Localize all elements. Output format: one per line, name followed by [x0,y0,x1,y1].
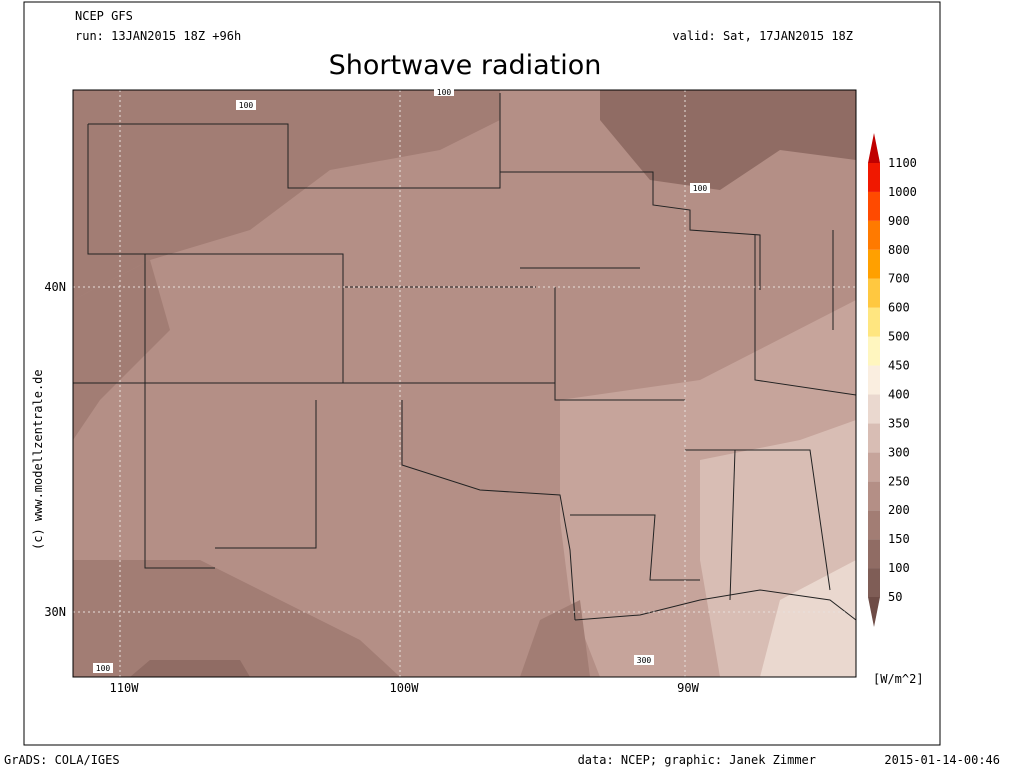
title: Shortwave radiation [329,50,602,81]
contour-label: 300 [637,656,652,665]
colorbar-segment [868,249,880,279]
colorbar-label: 50 [888,590,902,604]
model: NCEP GFS [75,9,133,23]
colorbar: 50 100 150 200 250 300 350 400 450 500 600 700 800 90… [868,133,917,627]
colorbar-label: 1000 [888,185,917,199]
colorbar-label: 450 [888,359,910,373]
footer-left: GrADS: COLA/IGES [4,753,120,767]
footer-right: 2015-01-14-00:46 [884,753,1000,767]
colorbar-segment [868,191,880,221]
contour-label: 100 [239,101,254,110]
shade-low [73,560,400,677]
colorbar-triangle [868,133,880,163]
lon-label: 90W [677,681,699,695]
shade-low [520,600,590,677]
footer-center: data: NCEP; graphic: Janek Zimmer [578,753,816,767]
colorbar-label: 300 [888,445,910,459]
colorbar-label: 700 [888,272,910,286]
colorbar-label: 350 [888,416,910,430]
colorbar-segment [868,568,880,597]
colorbar-segment [868,163,880,192]
shade-low [73,90,500,300]
colorbar-label: 200 [888,503,910,517]
lon-label: 110W [110,681,140,695]
colorbar-label: 400 [888,387,910,401]
shade-lowest [600,90,856,190]
unit: [W/m^2] [873,672,924,686]
colorbar-segment [868,220,880,250]
colorbar-label: 500 [888,330,910,344]
state-borders [73,93,857,621]
colorbar-label: 1100 [888,156,917,170]
contour-labels: 100 100 100 100 300 [93,88,710,673]
colorbar-label: 250 [888,474,910,488]
colorbar-segment [868,394,880,424]
colorbar-segment [868,423,880,453]
colorbar-segment [868,452,880,482]
shade-low [73,260,170,440]
colorbar-triangle [868,597,880,627]
colorbar-label: 800 [888,243,910,257]
colorbar-label: 100 [888,561,910,575]
colorbar-label: 600 [888,301,910,315]
shade-highest [760,560,856,677]
contour-label: 100 [693,184,708,193]
map: 100 100 100 100 300 [72,88,857,678]
lat-label: 30N [44,605,66,619]
colorbar-segment [868,336,880,366]
colorbar-segment [868,510,880,540]
map-border [72,89,857,678]
lat-label: 40N [44,280,66,294]
contour-label: 100 [437,88,452,97]
frame [23,1,941,746]
lon-label: 100W [390,681,420,695]
colorbar-segment [868,307,880,337]
run: run: 13JAN2015 18Z +96h [75,29,241,43]
colorbar-segment [868,481,880,511]
valid: valid: Sat, 17JAN2015 18Z [672,29,853,43]
colorbar-label: 900 [888,214,910,228]
contour-label: 100 [96,664,111,673]
colorbar-segment [868,365,880,395]
colorbar-segment [868,278,880,308]
colorbar-segment [868,539,880,569]
credit: (c) www.modellzentrale.de [31,369,45,550]
shade-lowest [130,660,250,677]
colorbar-label: 150 [888,532,910,546]
